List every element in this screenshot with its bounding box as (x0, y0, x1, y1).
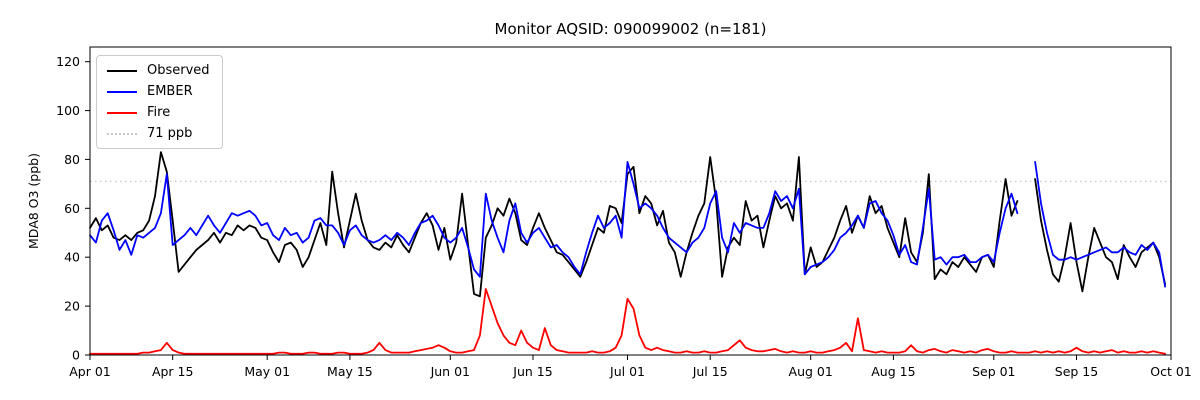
svg-text:Oct 01: Oct 01 (1150, 364, 1192, 379)
svg-text:Aug 15: Aug 15 (871, 364, 915, 379)
svg-text:80: 80 (64, 152, 80, 167)
legend-label-observed: Observed (147, 63, 210, 78)
threshold-line-sample (107, 132, 137, 135)
legend-label-ember: EMBER (147, 84, 193, 99)
svg-text:Sep 01: Sep 01 (972, 364, 1015, 379)
svg-text:May 15: May 15 (327, 364, 373, 379)
legend-item-threshold: 71 ppb (107, 126, 210, 141)
legend-label-fire: Fire (147, 105, 171, 120)
legend: Observed EMBER Fire 71 ppb (96, 55, 223, 149)
svg-text:40: 40 (64, 250, 80, 265)
legend-item-ember: EMBER (107, 84, 210, 99)
svg-text:Sep 15: Sep 15 (1055, 364, 1098, 379)
fire-line-sample (107, 111, 137, 114)
svg-text:20: 20 (64, 299, 80, 314)
svg-text:May 01: May 01 (244, 364, 290, 379)
svg-text:Jul 15: Jul 15 (692, 364, 728, 379)
ember-line-sample (107, 90, 137, 93)
chart-title: Monitor AQSID: 090099002 (n=181) (494, 20, 767, 38)
svg-text:Apr 15: Apr 15 (152, 364, 194, 379)
observed-line-sample (107, 69, 137, 72)
svg-text:0: 0 (72, 348, 80, 363)
svg-text:Jun 01: Jun 01 (430, 364, 470, 379)
svg-text:Jul 01: Jul 01 (609, 364, 645, 379)
legend-item-observed: Observed (107, 63, 210, 78)
legend-label-threshold: 71 ppb (147, 126, 193, 141)
svg-text:Jun 15: Jun 15 (512, 364, 552, 379)
svg-text:100: 100 (56, 103, 80, 118)
legend-item-fire: Fire (107, 105, 210, 120)
svg-text:120: 120 (56, 54, 80, 69)
svg-text:60: 60 (64, 201, 80, 216)
svg-text:MDA8 O3 (ppb): MDA8 O3 (ppb) (26, 153, 41, 249)
svg-text:Apr 01: Apr 01 (69, 364, 111, 379)
svg-text:Aug 01: Aug 01 (789, 364, 833, 379)
